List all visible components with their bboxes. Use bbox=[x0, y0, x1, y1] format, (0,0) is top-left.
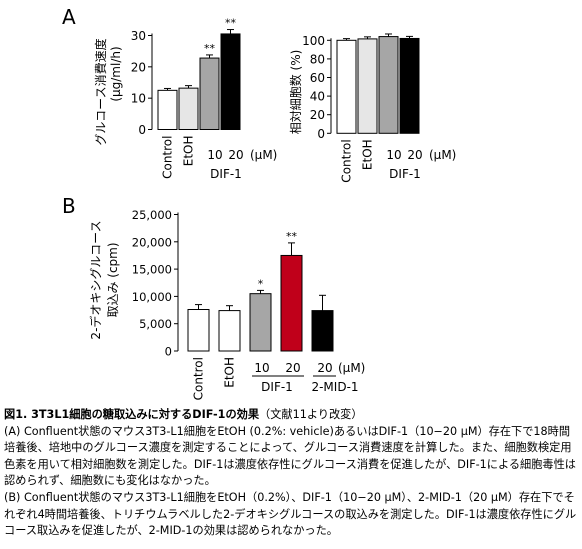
y-tick-label: 20,000 bbox=[132, 235, 172, 249]
bar-2 bbox=[249, 293, 272, 352]
panel-a: A 0 10 20 30 Control EtOH ** ** グルコース消費速度 (μg/m… bbox=[62, 5, 456, 183]
y-tick-label: 80 bbox=[310, 52, 325, 66]
relative-cell-count-chart: 0 20 40 60 80 100 Control EtOH bbox=[302, 33, 420, 183]
bar-3 bbox=[220, 33, 241, 130]
figure-caption: 図1. 3T3L1細胞の糖取込みに対するDIF-1の効果（文献11より改変） (… bbox=[4, 407, 580, 540]
group-dif1-a2: DIF-1 bbox=[389, 167, 421, 181]
uptake-ylabel: 2-デオキシグルコース bbox=[88, 220, 103, 339]
significance-mark: ** bbox=[204, 42, 216, 55]
bar-0 bbox=[336, 39, 357, 134]
group-dif1-b: DIF-1 bbox=[261, 380, 293, 394]
dose-unit-a1: (μM) bbox=[250, 148, 277, 162]
bar-2 bbox=[199, 57, 220, 131]
panel-b: B 0 5,000 10,000 15,000 20,000 25,000 Control E… bbox=[62, 194, 365, 400]
dose-b-mid-20: 20 bbox=[317, 361, 332, 375]
caption-panel-a: (A) Confluent状態のマウス3T3-L1細胞をEtOH (0.2%: … bbox=[4, 424, 576, 488]
glucose-yunit: (μg/ml/h) bbox=[109, 46, 123, 101]
caption-title: 図1. 3T3L1細胞の糖取込みに対するDIF-1の効果 bbox=[4, 408, 260, 421]
bar-1 bbox=[178, 87, 199, 130]
dose-b-20: 20 bbox=[285, 361, 300, 375]
bar-3 bbox=[399, 37, 420, 134]
significance-mark: * bbox=[258, 277, 264, 290]
bar-1 bbox=[218, 310, 241, 352]
bar-1 bbox=[357, 38, 378, 134]
y-tick-label: 20 bbox=[131, 60, 146, 74]
dose-b-10: 10 bbox=[254, 361, 269, 375]
group-dif1-a1: DIF-1 bbox=[210, 167, 242, 181]
y-tick-label: 20 bbox=[310, 108, 325, 122]
dose-a2-20: 20 bbox=[407, 148, 422, 162]
glucose-ylabel: グルコース消費速度 bbox=[93, 38, 108, 145]
glucose-consumption-chart: 0 10 20 30 Control EtOH ** ** bbox=[131, 17, 241, 179]
y-tick-label: 10 bbox=[131, 92, 146, 106]
y-tick-label: 25,000 bbox=[132, 208, 172, 222]
category-label: Control bbox=[192, 357, 206, 400]
significance-mark: ** bbox=[225, 17, 237, 30]
significance-mark: ** bbox=[286, 230, 298, 243]
bar-3 bbox=[280, 254, 303, 352]
dose-a2-10: 10 bbox=[386, 148, 401, 162]
y-tick-label: 60 bbox=[310, 71, 325, 85]
y-tick-label: 5,000 bbox=[139, 317, 172, 331]
caption-panel-b: (B) Confluent状態のマウス3T3-L1細胞をEtOH（0.2%）、D… bbox=[4, 490, 577, 538]
caption-source: （文献11より改変） bbox=[259, 408, 363, 421]
cell-count-ylabel: 相対細胞数 (%) bbox=[288, 50, 303, 135]
y-tick-label: 10,000 bbox=[132, 290, 172, 304]
dose-a1-10: 10 bbox=[207, 148, 222, 162]
y-tick-label: 100 bbox=[302, 34, 325, 48]
uptake-ylabel-2: 取込み (cpm) bbox=[106, 242, 120, 317]
category-label: Control bbox=[161, 136, 175, 179]
dose-a1-20: 20 bbox=[228, 148, 243, 162]
y-tick-label: 0 bbox=[317, 127, 325, 141]
y-tick-label: 30 bbox=[131, 29, 146, 43]
group-2mid1-b: 2-MID-1 bbox=[311, 380, 358, 394]
category-label: EtOH bbox=[223, 357, 237, 388]
y-tick-label: 15,000 bbox=[132, 263, 172, 277]
figure-canvas: A 0 10 20 30 Control EtOH ** ** グルコース消費速度 (μg/m… bbox=[62, 5, 456, 400]
bar-2 bbox=[378, 36, 399, 134]
dose-unit-a2: (μM) bbox=[429, 148, 456, 162]
dose-unit-b: (μM) bbox=[338, 361, 365, 375]
bar-0 bbox=[157, 89, 178, 131]
bar-4 bbox=[311, 310, 334, 352]
category-label: EtOH bbox=[182, 136, 196, 167]
category-label: Control bbox=[340, 139, 354, 182]
y-tick-label: 0 bbox=[165, 345, 172, 359]
deoxyglucose-uptake-chart: 0 5,000 10,000 15,000 20,000 25,000 Control EtO… bbox=[132, 208, 334, 400]
y-tick-label: 0 bbox=[138, 123, 146, 137]
category-label: EtOH bbox=[361, 139, 375, 170]
panel-label-a: A bbox=[62, 5, 76, 29]
y-tick-label: 40 bbox=[310, 90, 325, 104]
bar-0 bbox=[187, 309, 210, 352]
panel-label-b: B bbox=[62, 194, 76, 218]
